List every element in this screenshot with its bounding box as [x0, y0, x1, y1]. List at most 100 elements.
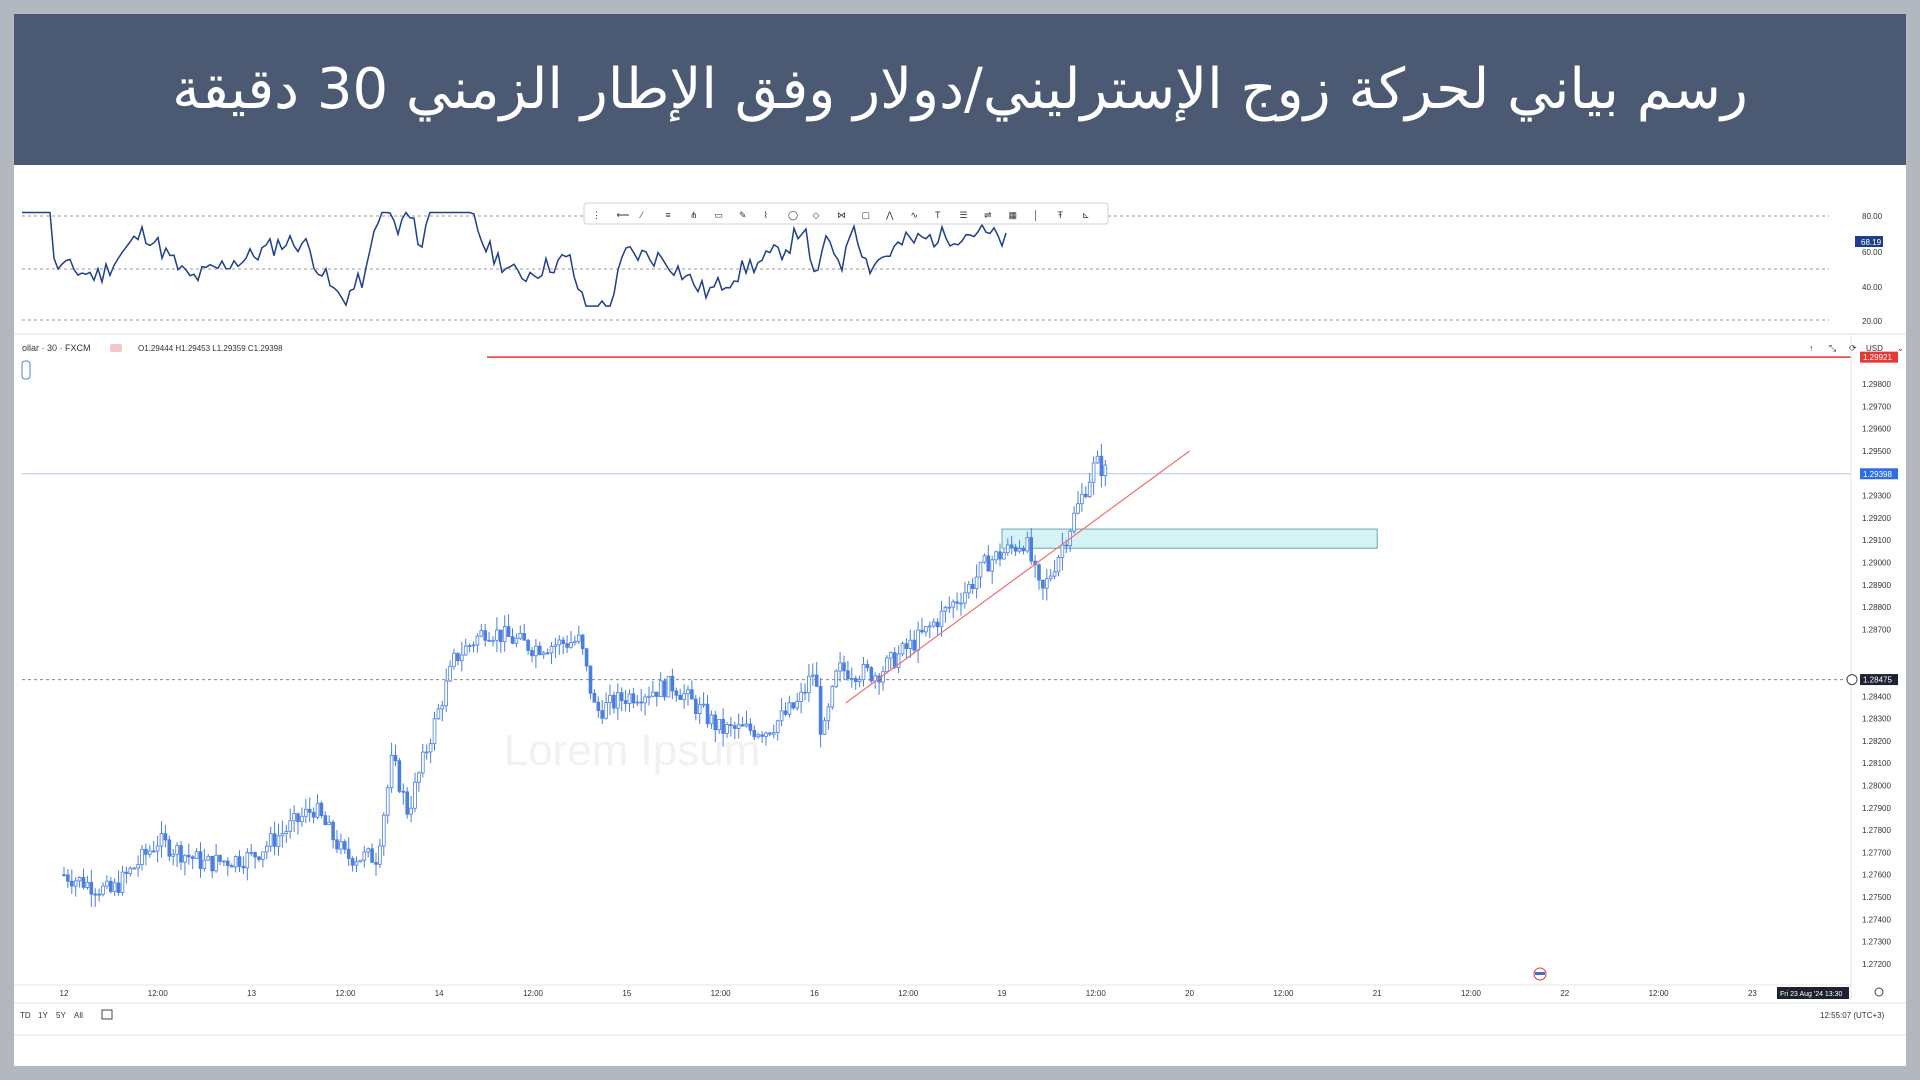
- bottom-toolbar[interactable]: TD 1Y 5Y All 12:55:07 (UTC+3): [14, 1002, 1906, 1036]
- settings-gear-icon[interactable]: [1874, 987, 1884, 997]
- rotated-rectangle-icon[interactable]: ◇: [813, 210, 820, 220]
- chevron-down-icon[interactable]: ⌄: [1897, 344, 1904, 353]
- polyline-icon[interactable]: ∿: [911, 210, 919, 220]
- candle: [885, 657, 889, 673]
- candle: [639, 701, 643, 704]
- price-tick-label: 1.27600: [1862, 871, 1891, 880]
- arrow-up-icon[interactable]: ↑: [1809, 343, 1814, 353]
- collapse-legend-icon[interactable]: [21, 360, 31, 380]
- maximize-icon[interactable]: ⤡: [1829, 343, 1836, 353]
- circle-icon[interactable]: ◯: [788, 210, 798, 221]
- candle: [772, 732, 776, 735]
- candle: [522, 632, 526, 641]
- drag-handle-icon[interactable]: ⋮: [592, 210, 601, 220]
- trading-chart[interactable]: 80.00 60.00 40.00 20.00 68.19 ⋮ ⟵ ⁄ ≡ ⋔ ▭ ✎ ⌇ ◯ ◇…: [14, 165, 1906, 1066]
- candle: [405, 791, 409, 815]
- candle: [397, 760, 402, 792]
- horizontal-ray-icon[interactable]: ⟵: [617, 210, 630, 220]
- candle: [456, 652, 460, 662]
- candle: [807, 675, 811, 693]
- candle: [631, 693, 636, 704]
- anchored-text-icon[interactable]: Ŧ: [1058, 210, 1064, 220]
- pane-controls[interactable]: ↑ ⤡ ⟳ USD ⌄: [1809, 343, 1904, 353]
- candle: [545, 652, 550, 655]
- time-tick-label: 12:00: [1649, 989, 1670, 998]
- brush-icon[interactable]: ✎: [739, 210, 747, 220]
- range-5y[interactable]: 5Y: [56, 1011, 66, 1020]
- candle: [452, 652, 456, 667]
- candle: [210, 855, 215, 872]
- candle: [1002, 552, 1006, 560]
- drawing-toolbar[interactable]: ⋮ ⟵ ⁄ ≡ ⋔ ▭ ✎ ⌇ ◯ ◇ ⋈ ▢ ⋀ ∿ T ☰ ⇌ ▦ │ Ŧ ⊾: [583, 202, 1109, 225]
- candle: [303, 808, 308, 817]
- restore-icon[interactable]: ⟳: [1849, 343, 1857, 353]
- candle: [495, 629, 499, 641]
- measure-icon[interactable]: ⊾: [1082, 210, 1090, 220]
- time-tick-label: 21: [1373, 989, 1382, 998]
- candle: [81, 877, 86, 888]
- legend-toggle-icon[interactable]: [110, 344, 122, 352]
- fib-retracement-icon[interactable]: ☰: [960, 210, 968, 220]
- range-td[interactable]: TD: [20, 1011, 31, 1020]
- date-range-icon[interactable]: [101, 1009, 113, 1020]
- candle: [467, 645, 472, 647]
- pitchfork-icon[interactable]: ⋔: [690, 210, 698, 220]
- candle: [264, 845, 269, 853]
- text-icon[interactable]: T: [935, 210, 941, 220]
- price-axis[interactable]: 1.29800 1.29700 1.29600 1.29500 1.29300 1.292…: [1850, 334, 1891, 1001]
- candle: [350, 858, 355, 866]
- price-tick-label: 1.27900: [1862, 804, 1891, 813]
- price-tick-label: 1.29300: [1862, 492, 1891, 501]
- candle: [842, 662, 846, 672]
- candle: [420, 751, 425, 774]
- rectangle-icon[interactable]: ▭: [715, 210, 724, 220]
- candle: [647, 695, 651, 698]
- time-axis[interactable]: Fri 23 Aug '24 13:30 12 12:00 13 12:00 14 12:…: [14, 984, 1884, 999]
- vertical-line-icon[interactable]: │: [1033, 209, 1039, 221]
- indicator-level-40: 40.00: [1862, 283, 1883, 292]
- price-badges: 1.29921 1.29398 1.28475: [1846, 351, 1898, 686]
- time-tick-label: 20: [1185, 989, 1194, 998]
- candle: [1103, 464, 1108, 477]
- candle: [553, 644, 558, 647]
- candle: [518, 632, 523, 639]
- candle: [1084, 493, 1088, 498]
- candle: [105, 880, 109, 887]
- candle: [694, 698, 698, 714]
- fib-extension-icon[interactable]: ⇌: [984, 210, 992, 220]
- callout-icon[interactable]: ▢: [862, 210, 871, 220]
- candle: [982, 555, 987, 563]
- candle: [124, 871, 129, 874]
- range-all[interactable]: All: [74, 1011, 83, 1020]
- xabcd-pattern-icon[interactable]: ⋈: [837, 210, 846, 220]
- candle: [1091, 462, 1096, 483]
- candle: [834, 670, 838, 687]
- trend-line-icon[interactable]: ⁄: [639, 210, 644, 220]
- candle: [225, 860, 230, 867]
- candle: [814, 674, 819, 687]
- candle: [565, 643, 569, 648]
- candle: [163, 833, 168, 841]
- parallel-channel-icon[interactable]: ≡: [666, 210, 671, 220]
- candle: [155, 845, 160, 852]
- candle: [93, 893, 98, 896]
- time-tick-label: 14: [435, 989, 444, 998]
- abcd-pattern-icon[interactable]: ⋀: [885, 210, 894, 220]
- candle: [947, 606, 952, 609]
- resistance-price-label: 1.29921: [1863, 353, 1892, 362]
- candle: [186, 854, 191, 858]
- demand-zone-rectangle[interactable]: [1001, 528, 1378, 549]
- alert-icon[interactable]: [1846, 674, 1858, 686]
- currency-label[interactable]: USD: [1866, 344, 1883, 353]
- trend-line[interactable]: [845, 450, 1190, 704]
- range-1y[interactable]: 1Y: [38, 1011, 48, 1020]
- candle: [748, 723, 753, 731]
- candle: [1037, 564, 1041, 581]
- time-tick-label: 13: [247, 989, 256, 998]
- path-icon[interactable]: ⌇: [764, 210, 768, 220]
- candle: [136, 864, 140, 869]
- grid-icon[interactable]: ▦: [1009, 210, 1018, 220]
- price-tick-label: 1.29200: [1862, 514, 1891, 523]
- candle: [459, 654, 464, 662]
- candle: [658, 680, 663, 697]
